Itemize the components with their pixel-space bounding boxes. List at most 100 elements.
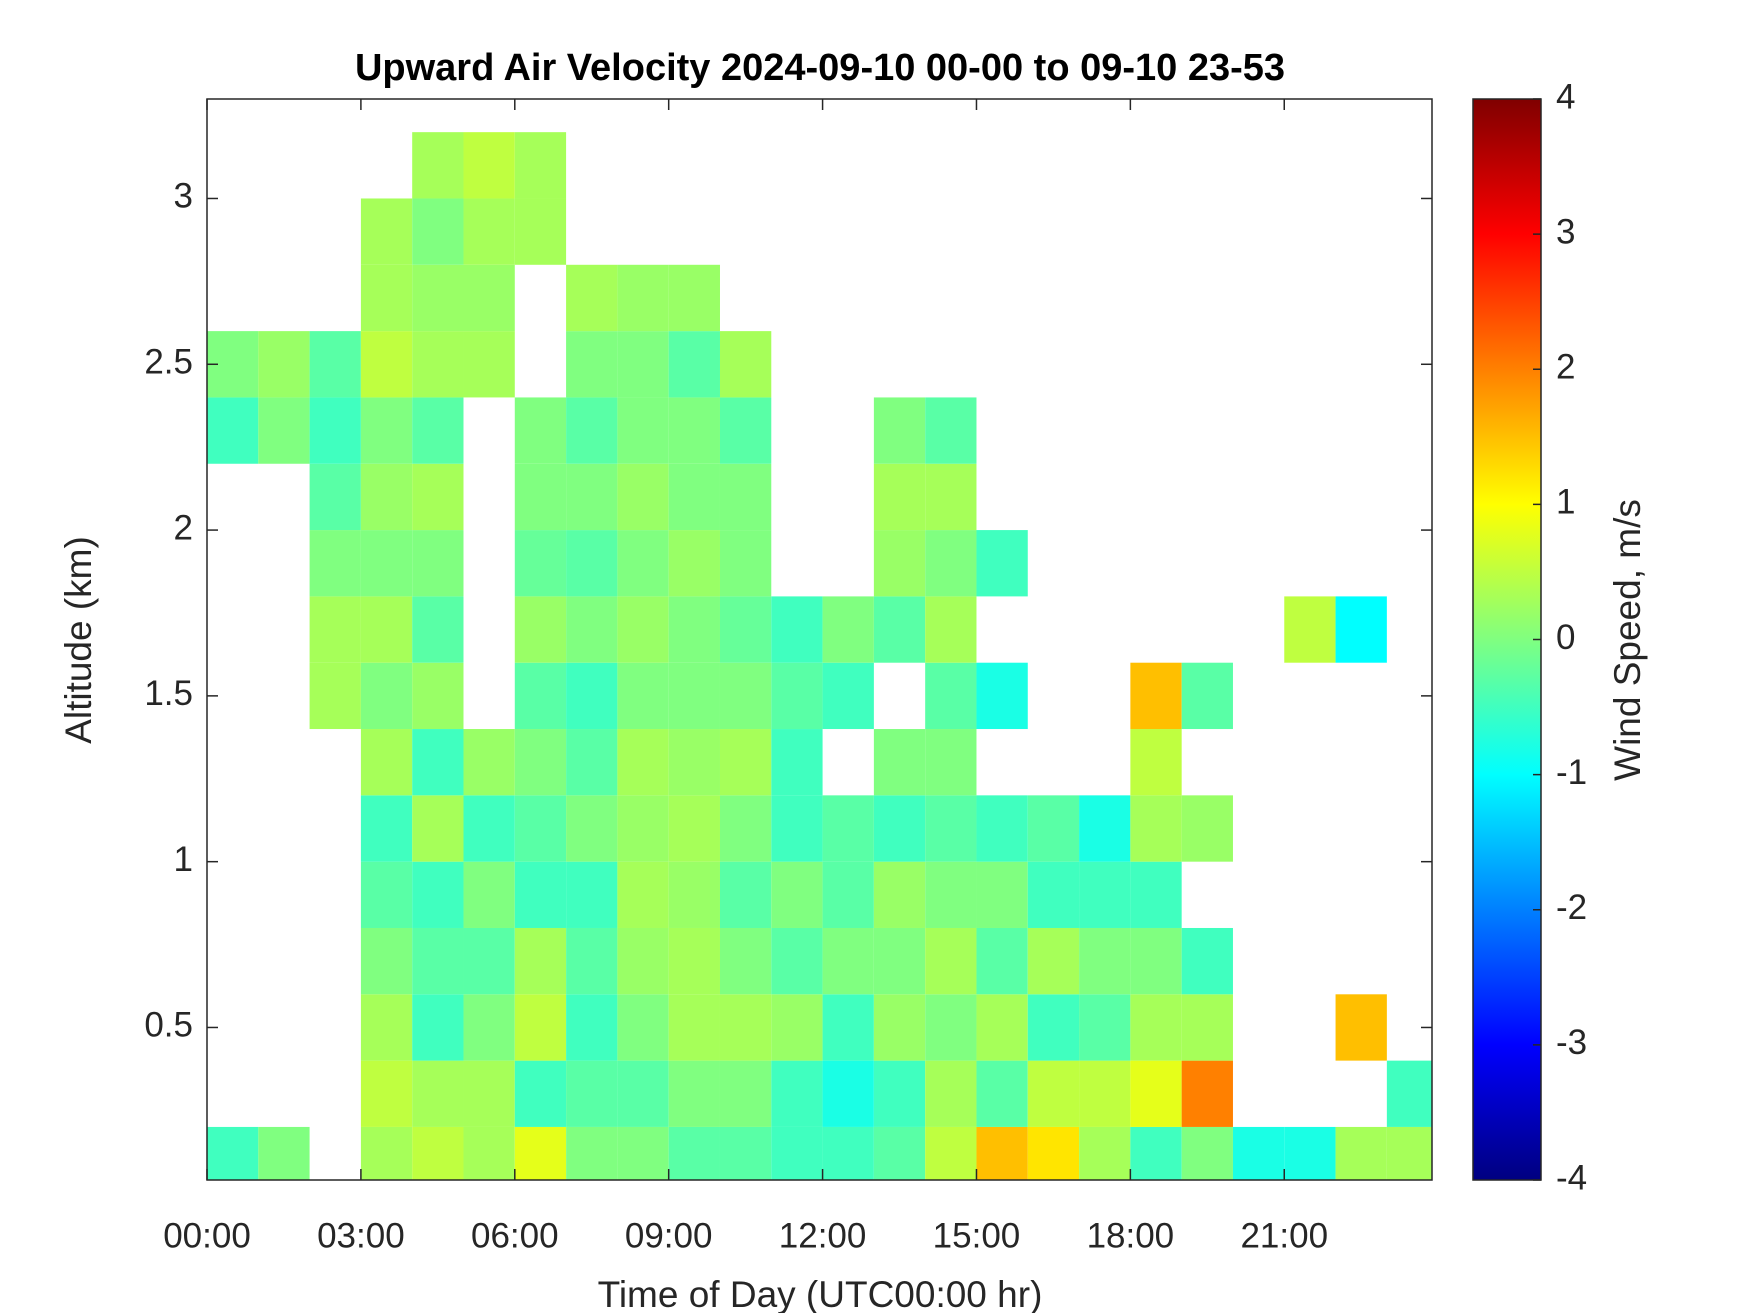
heat-cell [976, 1060, 1028, 1127]
colorbar-tick-label: 2 [1556, 348, 1575, 387]
colorbar-tick-label: -3 [1556, 1023, 1587, 1062]
heat-cell [925, 729, 977, 796]
heat-cell [617, 861, 669, 928]
heat-cell [1079, 1060, 1131, 1127]
colorbar-tick-label: 0 [1556, 618, 1575, 657]
heat-cell [617, 331, 669, 398]
heat-cell [207, 1126, 259, 1180]
heat-cell [463, 1060, 515, 1127]
heat-cell [463, 729, 515, 796]
heat-cell [360, 530, 413, 597]
heat-cell [1130, 795, 1182, 862]
heat-cell [360, 1060, 413, 1127]
heat-cell [925, 397, 977, 464]
heat-cell [566, 861, 618, 928]
heat-cell [360, 795, 413, 862]
heat-cell [1386, 1126, 1432, 1180]
heat-cell [925, 596, 977, 663]
heat-cell [258, 1126, 310, 1180]
heat-cell [1079, 1126, 1131, 1180]
heat-cell [360, 861, 413, 928]
heat-cell [566, 662, 618, 730]
heat-cell [1130, 994, 1182, 1061]
heat-cell [514, 397, 567, 464]
colorbar-tick-label: 4 [1556, 77, 1575, 116]
heat-cell [463, 861, 515, 928]
heat-cell [719, 331, 772, 398]
x-tick-label: 21:00 [1240, 1216, 1328, 1255]
heat-cell [668, 331, 720, 398]
colorbar-tick-label: -4 [1556, 1158, 1587, 1197]
heat-cell [1335, 596, 1387, 663]
y-tick-label: 3 [174, 177, 193, 216]
heat-cell [617, 397, 669, 464]
heat-cell [668, 596, 720, 663]
y-tick-label: 1 [174, 840, 193, 879]
heat-cell [617, 1060, 669, 1127]
heat-cell [668, 729, 720, 796]
heat-cell [925, 530, 977, 597]
heat-cell [617, 927, 669, 995]
heat-cell [822, 994, 874, 1061]
heat-cell [412, 463, 464, 531]
heat-cell [412, 994, 464, 1061]
heat-cell [1335, 994, 1387, 1061]
heat-cell [360, 331, 413, 398]
heat-cell [566, 729, 618, 796]
heat-cell [771, 994, 823, 1061]
heat-cell [1027, 927, 1080, 995]
heat-cell [412, 331, 464, 398]
heat-cell [566, 1060, 618, 1127]
heat-cell [668, 264, 720, 332]
heat-cell [463, 927, 515, 995]
heat-cell [976, 795, 1028, 862]
heat-cell [258, 331, 310, 398]
heat-cell [873, 994, 926, 1061]
heat-cell [668, 397, 720, 464]
heat-cell [719, 927, 772, 995]
heat-cell [925, 1126, 977, 1180]
heat-cell [925, 463, 977, 531]
heat-cell [822, 662, 874, 730]
heat-cell [668, 994, 720, 1061]
heat-cell [309, 530, 361, 597]
heat-cell [617, 1126, 669, 1180]
heat-cell [412, 397, 464, 464]
x-tick-label: 06:00 [471, 1216, 559, 1255]
x-tick-label: 12:00 [779, 1216, 867, 1255]
heat-cell [360, 662, 413, 730]
x-tick-label: 00:00 [163, 1216, 251, 1255]
heat-cell [1181, 795, 1233, 862]
heat-cell [771, 662, 823, 730]
heat-cell [412, 198, 464, 265]
heat-cell [1027, 994, 1080, 1061]
heat-cell [514, 927, 567, 995]
heat-cell [1181, 1060, 1233, 1127]
heat-cell [873, 1060, 926, 1127]
heat-cell [360, 994, 413, 1061]
heat-cell [668, 1060, 720, 1127]
heat-cell [360, 463, 413, 531]
heat-cell [309, 331, 361, 398]
heat-cell [360, 596, 413, 663]
heat-cell [1079, 795, 1131, 862]
heat-cell [412, 795, 464, 862]
heat-cell [463, 132, 515, 199]
heat-cell [976, 530, 1028, 597]
heat-cell [360, 397, 413, 464]
x-tick-label: 09:00 [625, 1216, 713, 1255]
heat-cell [668, 463, 720, 531]
heat-cell [1130, 1060, 1182, 1127]
colorbar-tick-label: 1 [1556, 483, 1575, 522]
heat-cell [463, 1126, 515, 1180]
heat-cell [1130, 1126, 1182, 1180]
heat-cell [514, 662, 567, 730]
heat-cell [514, 861, 567, 928]
x-axis-label: Time of Day (UTC00:00 hr) [598, 1274, 1043, 1313]
heat-cell [514, 994, 567, 1061]
heat-cell [566, 331, 618, 398]
x-tick-label: 15:00 [933, 1216, 1021, 1255]
heat-cell [1335, 1126, 1387, 1180]
heat-cell [566, 1126, 618, 1180]
